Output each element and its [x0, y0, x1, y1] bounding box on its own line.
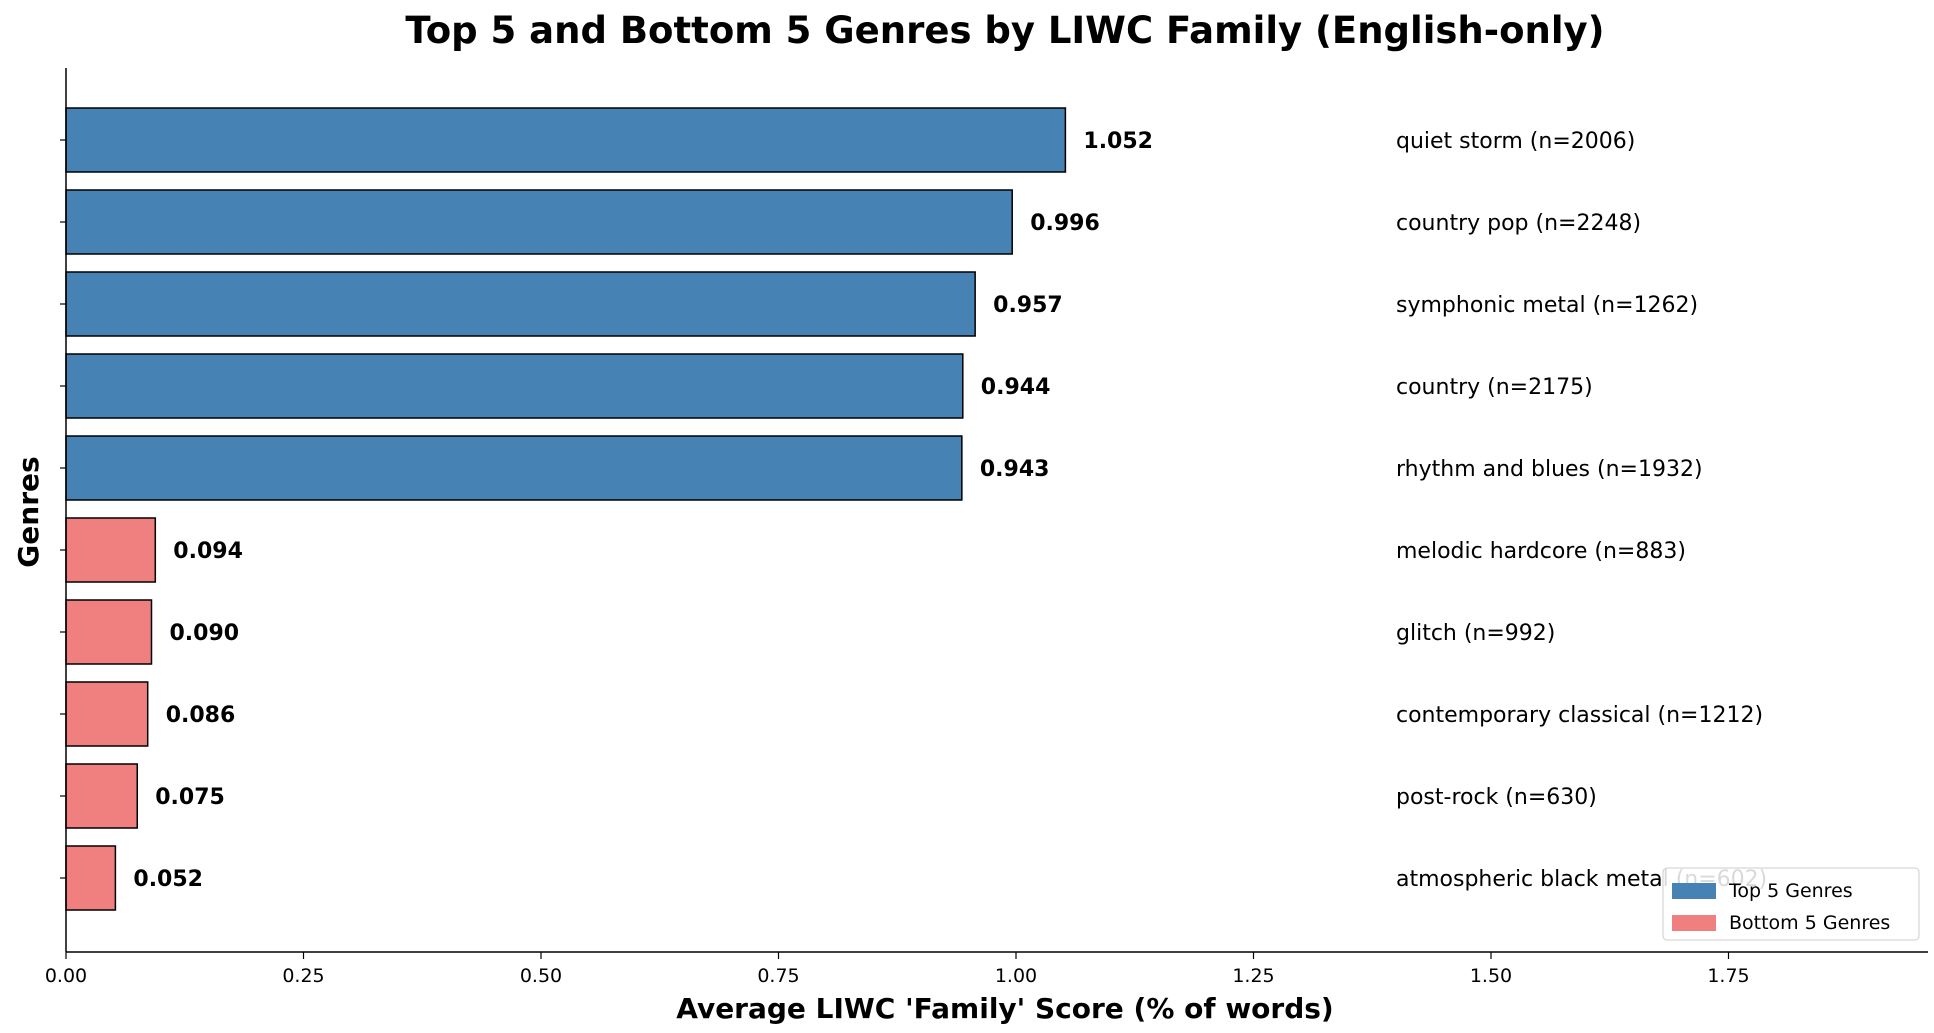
bar-value-label: 0.094 — [173, 539, 243, 564]
legend-swatch-top — [1672, 883, 1716, 899]
bar-value-label: 0.086 — [166, 703, 236, 728]
genre-label: country (n=2175) — [1396, 375, 1593, 400]
legend-swatch-bottom — [1672, 915, 1716, 931]
legend-label-bottom: Bottom 5 Genres — [1729, 912, 1890, 934]
x-tick-label: 1.00 — [995, 965, 1037, 987]
bar-8 — [66, 682, 148, 746]
bar-2 — [66, 190, 1012, 254]
bar-value-label: 0.957 — [993, 293, 1063, 318]
y-axis-title: Genres — [12, 456, 45, 567]
x-tick-label: 0.50 — [520, 965, 562, 987]
bar-4 — [66, 354, 963, 418]
x-tick-label: 0.00 — [45, 965, 87, 987]
bar-value-label: 0.943 — [980, 457, 1050, 482]
genre-label: country pop (n=2248) — [1396, 211, 1641, 236]
bar-value-label: 0.090 — [170, 621, 240, 646]
bar-value-label: 0.052 — [133, 867, 203, 892]
x-tick-label: 1.75 — [1707, 965, 1749, 987]
chart-title: Top 5 and Bottom 5 Genres by LIWC Family… — [405, 9, 1604, 52]
genre-label: post-rock (n=630) — [1396, 785, 1597, 810]
genre-label: glitch (n=992) — [1396, 621, 1555, 646]
legend-label-top: Top 5 Genres — [1728, 880, 1853, 902]
bar-9 — [66, 764, 137, 828]
x-tick-label: 0.75 — [757, 965, 799, 987]
bars-layer: 1.052 quiet storm (n=2006) 0.996 country po… — [66, 108, 1767, 910]
bar-value-label: 1.052 — [1083, 129, 1153, 154]
x-tick-label: 1.50 — [1470, 965, 1512, 987]
x-axis-title: Average LIWC 'Family' Score (% of words) — [676, 992, 1333, 1025]
x-tick-label: 1.25 — [1232, 965, 1274, 987]
bar-10 — [66, 846, 115, 910]
legend: Top 5 Genres Bottom 5 Genres — [1663, 868, 1919, 940]
bar-1 — [66, 108, 1065, 172]
bar-value-label: 0.944 — [981, 375, 1051, 400]
bar-value-label: 0.996 — [1030, 211, 1100, 236]
bar-value-label: 0.075 — [155, 785, 225, 810]
bar-3 — [66, 272, 975, 336]
genre-label: rhythm and blues (n=1932) — [1396, 457, 1703, 482]
bar-7 — [66, 600, 152, 664]
genre-label: quiet storm (n=2006) — [1396, 129, 1635, 154]
genre-label: melodic hardcore (n=883) — [1396, 539, 1686, 564]
bar-6 — [66, 518, 155, 582]
genre-label: contemporary classical (n=1212) — [1396, 703, 1763, 728]
x-tick-label: 0.25 — [282, 965, 324, 987]
bar-5 — [66, 436, 962, 500]
genre-label: symphonic metal (n=1262) — [1396, 293, 1698, 318]
